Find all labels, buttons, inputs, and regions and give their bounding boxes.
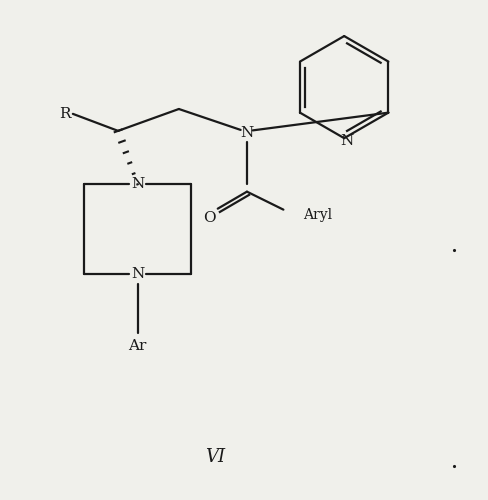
Text: N: N xyxy=(131,268,144,281)
Text: N: N xyxy=(131,178,144,192)
Text: O: O xyxy=(203,212,215,226)
Text: N: N xyxy=(240,126,253,140)
Text: Ar: Ar xyxy=(128,339,146,353)
Text: N: N xyxy=(339,134,352,147)
Text: VI: VI xyxy=(205,448,225,466)
Text: R: R xyxy=(59,107,70,121)
Text: Aryl: Aryl xyxy=(302,208,331,222)
